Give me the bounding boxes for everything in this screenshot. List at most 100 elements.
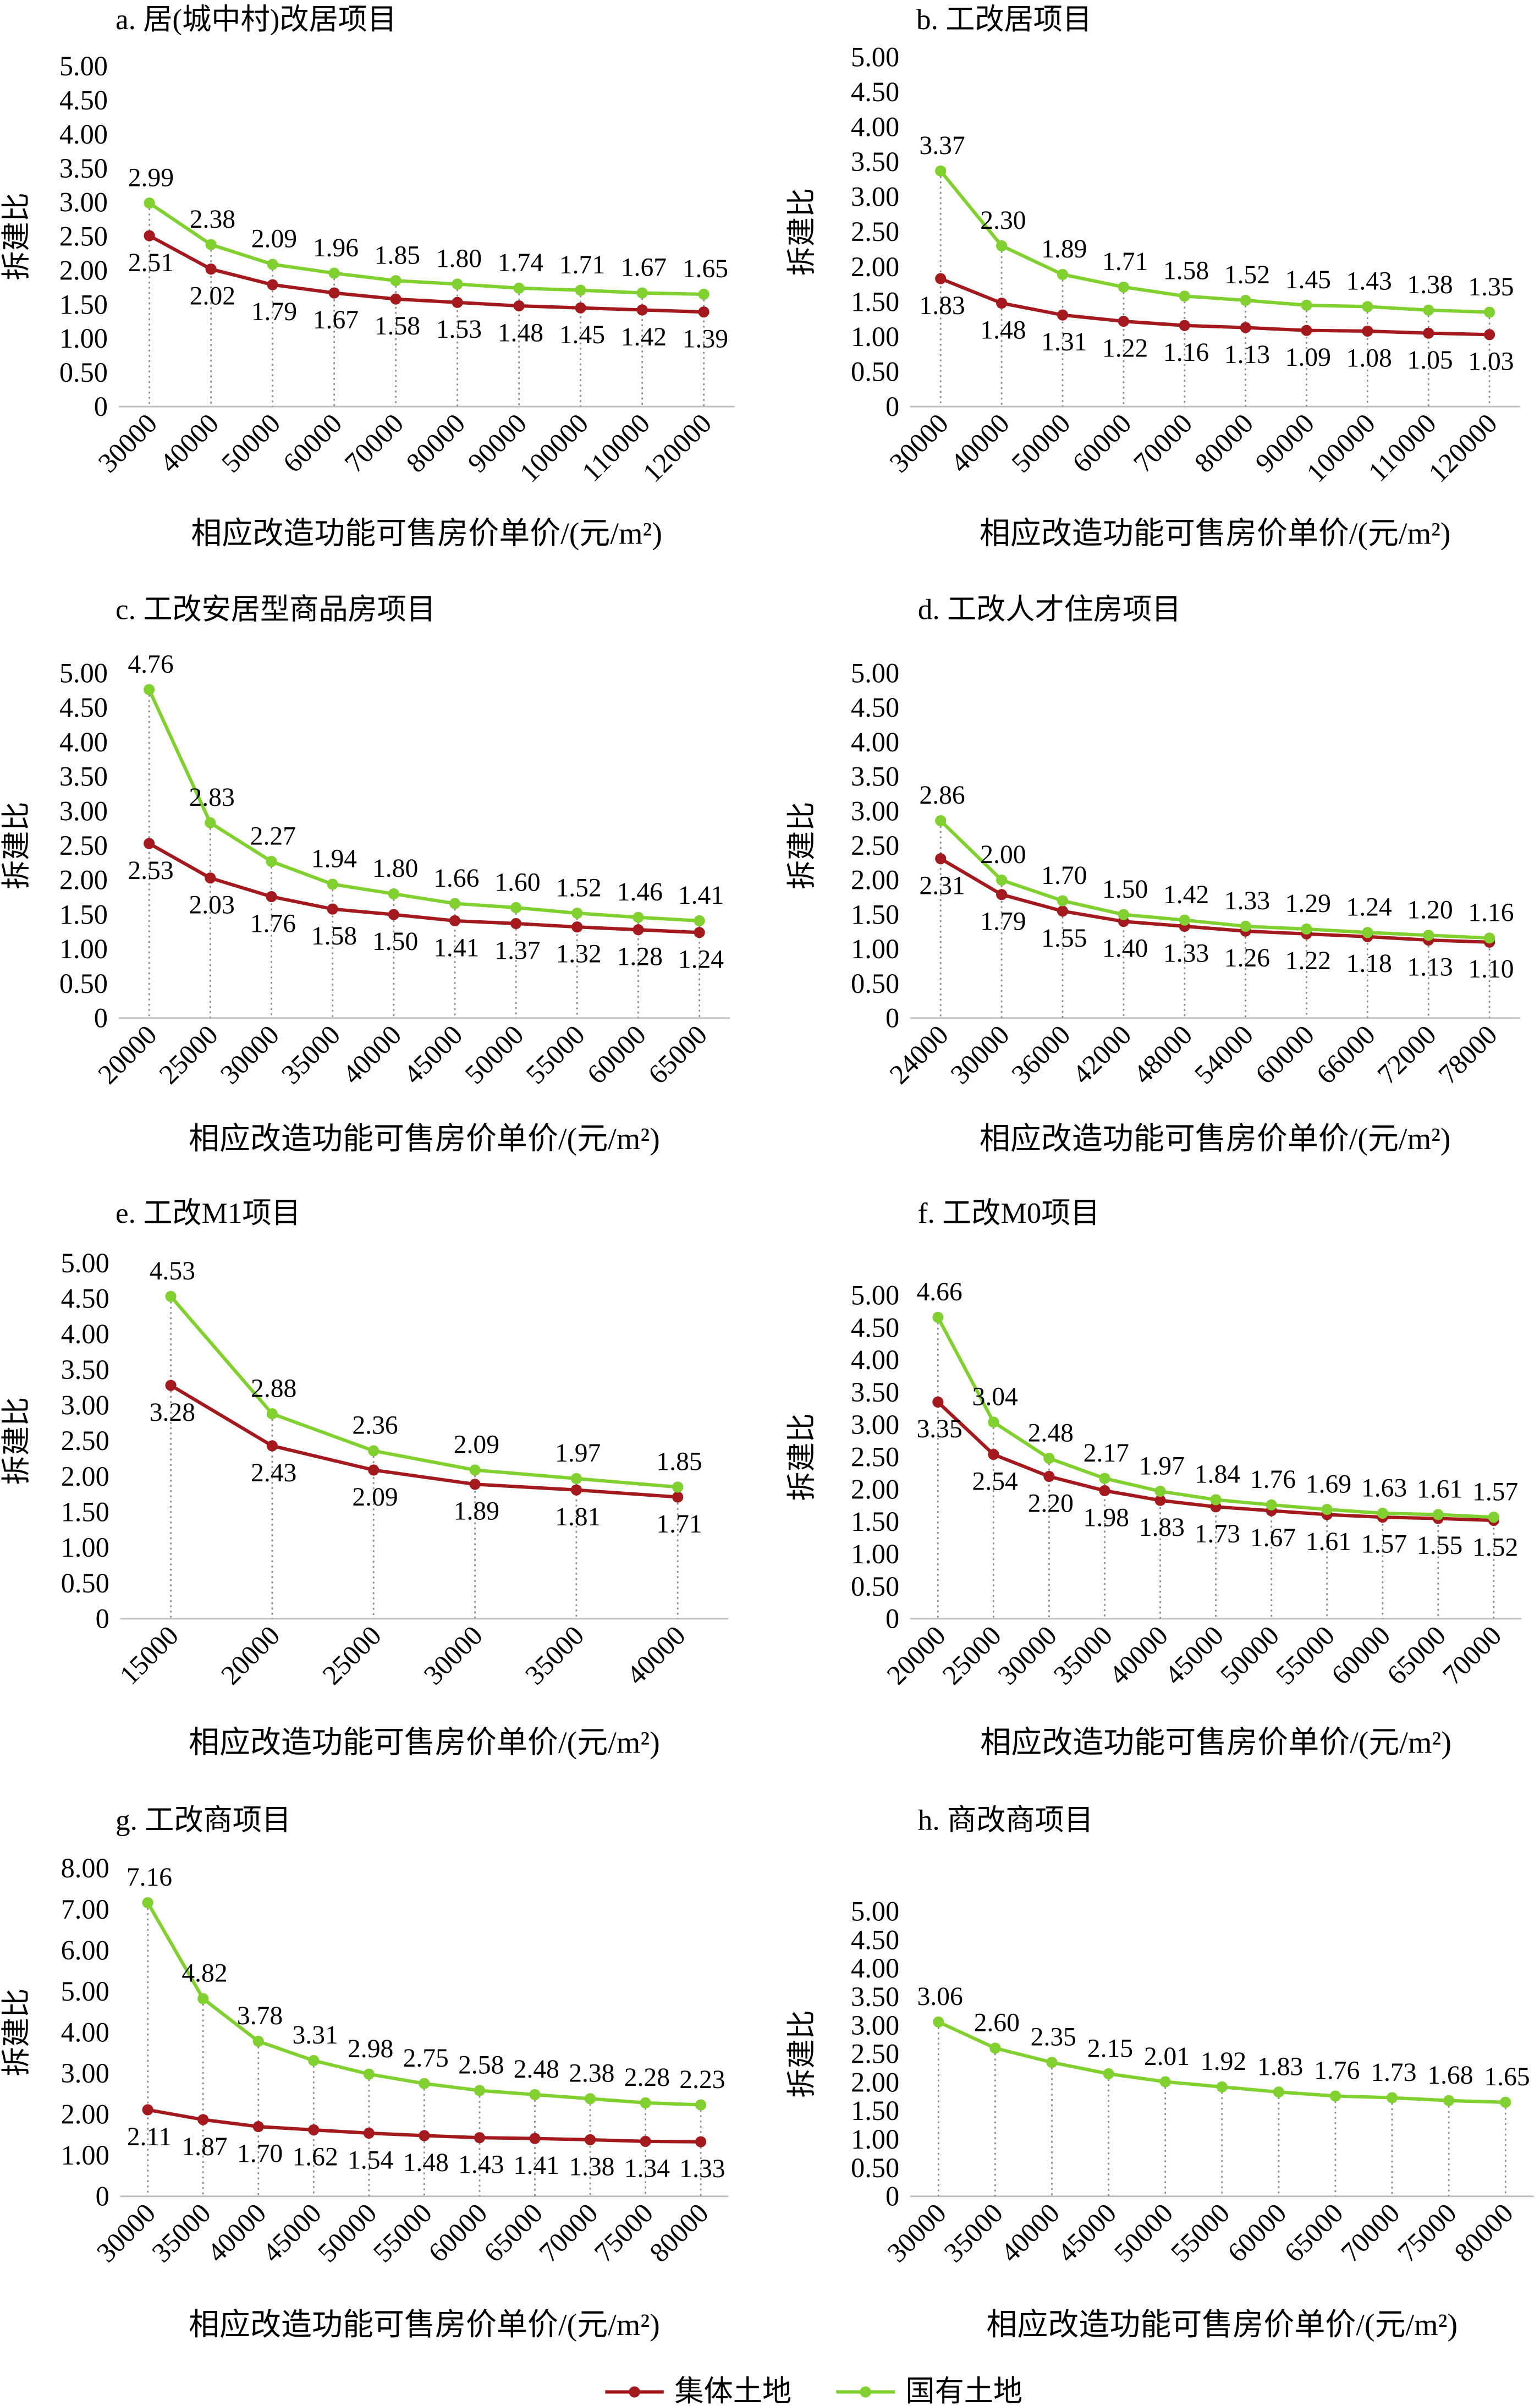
data-label: 1.97	[555, 1439, 601, 1468]
x-tick-label: 110000	[576, 408, 656, 487]
data-label: 1.16	[1468, 898, 1514, 927]
data-label: 4.82	[182, 1959, 227, 1988]
x-tick-label: 50000	[312, 2198, 383, 2268]
data-point	[144, 230, 155, 241]
x-tick-label: 75000	[1392, 2198, 1462, 2268]
x-tick-label: 60000	[581, 1019, 652, 1090]
data-label: 1.80	[436, 245, 482, 273]
data-label: 1.41	[514, 2151, 559, 2180]
data-label: 1.92	[1201, 2047, 1246, 2076]
x-tick-label: 35000	[519, 1620, 590, 1691]
data-label: 1.13	[1407, 953, 1453, 981]
y-tick-label: 4.50	[851, 692, 899, 723]
data-point	[570, 1473, 582, 1485]
x-tick-label: 72000	[1371, 1019, 1442, 1090]
y-tick-label: 0	[886, 1003, 899, 1034]
y-tick-label: 1.00	[61, 2140, 109, 2171]
y-tick-label: 0.50	[851, 968, 899, 999]
chart-title: b. 工改居项目	[916, 3, 1092, 36]
data-label: 1.33	[679, 2155, 725, 2183]
data-point	[1118, 316, 1129, 327]
data-label: 1.32	[556, 940, 601, 969]
data-label: 1.24	[678, 946, 724, 974]
data-label: 3.37	[919, 131, 965, 160]
data-label: 1.76	[1250, 1465, 1296, 1494]
data-point	[197, 2114, 209, 2125]
data-point	[308, 2124, 320, 2136]
data-point	[474, 2132, 486, 2144]
x-tick-label: 30000	[214, 1019, 285, 1090]
x-tick-label: 40000	[337, 1019, 408, 1090]
data-point	[205, 817, 216, 828]
y-tick-label: 1.00	[851, 933, 899, 964]
y-tick-label: 0.50	[851, 356, 899, 387]
data-label: 1.26	[1224, 944, 1270, 973]
data-label: 1.40	[1102, 935, 1148, 963]
data-point	[1432, 1509, 1444, 1520]
data-label: 1.45	[559, 321, 605, 349]
data-label: 1.31	[1041, 328, 1087, 356]
data-point	[672, 1491, 684, 1503]
y-tick-label: 3.00	[59, 795, 108, 826]
legend-item-collective: 集体土地	[605, 2375, 791, 2406]
x-tick-label: 55000	[1270, 1620, 1341, 1691]
x-tick-label: 80000	[1189, 408, 1260, 479]
data-label: 1.58	[311, 922, 357, 951]
y-tick-label: 2.00	[851, 251, 899, 282]
data-point	[267, 279, 278, 290]
x-tick-label: 30000	[417, 1620, 488, 1691]
data-point	[1301, 299, 1312, 311]
data-point	[1043, 1453, 1055, 1464]
data-point	[996, 240, 1008, 251]
data-point	[266, 891, 277, 903]
y-tick-label: 1.00	[851, 1539, 899, 1569]
data-point	[363, 2068, 375, 2080]
data-point	[390, 293, 402, 305]
x-tick-label: 35000	[938, 2198, 1009, 2268]
data-point	[695, 2136, 707, 2147]
data-label: 1.50	[1102, 875, 1148, 904]
data-label: 1.85	[656, 1448, 702, 1476]
data-point	[571, 921, 583, 933]
data-label: 2.98	[348, 2035, 393, 2063]
data-point	[1500, 2096, 1511, 2108]
data-label: 1.67	[313, 306, 359, 334]
data-point	[388, 909, 399, 920]
data-point	[935, 853, 947, 865]
data-point	[1443, 2095, 1455, 2106]
data-label: 1.83	[1139, 1513, 1185, 1542]
y-tick-label: 0	[886, 1603, 899, 1634]
data-label: 1.94	[311, 845, 357, 874]
data-label: 2.09	[454, 1431, 499, 1459]
data-label: 1.18	[1346, 949, 1392, 978]
y-tick-label: 4.50	[59, 692, 108, 723]
x-tick-label: 45000	[256, 2198, 327, 2268]
data-label: 1.69	[1306, 1470, 1351, 1498]
y-tick-label: 1.50	[851, 899, 899, 930]
y-tick-label: 2.50	[61, 1425, 109, 1456]
data-point	[935, 165, 947, 177]
data-point	[513, 300, 525, 312]
data-label: 1.58	[1163, 257, 1209, 285]
data-label: 1.76	[1314, 2057, 1360, 2085]
data-label: 1.68	[1427, 2061, 1473, 2090]
y-tick-label: 3.50	[851, 146, 899, 177]
x-tick-label: 60000	[1326, 1620, 1396, 1691]
y-tick-label: 1.50	[61, 1497, 109, 1528]
data-label: 1.52	[1224, 261, 1270, 289]
y-tick-label: 7.00	[61, 1894, 109, 1925]
y-tick-label: 0.50	[851, 2152, 899, 2183]
x-axis-label: 相应改造功能可售房价单价/(元/m²)	[189, 1122, 660, 1156]
x-tick-label: 55000	[367, 2198, 438, 2268]
x-tick-label: 80000	[400, 408, 471, 479]
data-label: 1.65	[683, 255, 728, 283]
data-point	[1179, 290, 1190, 302]
data-point	[1118, 909, 1129, 920]
x-tick-label: 60000	[1066, 408, 1137, 479]
y-axis-label: 拆建比	[1, 1397, 33, 1485]
x-tick-label: 35000	[1047, 1620, 1118, 1691]
data-point	[327, 903, 338, 915]
data-point	[935, 815, 947, 827]
